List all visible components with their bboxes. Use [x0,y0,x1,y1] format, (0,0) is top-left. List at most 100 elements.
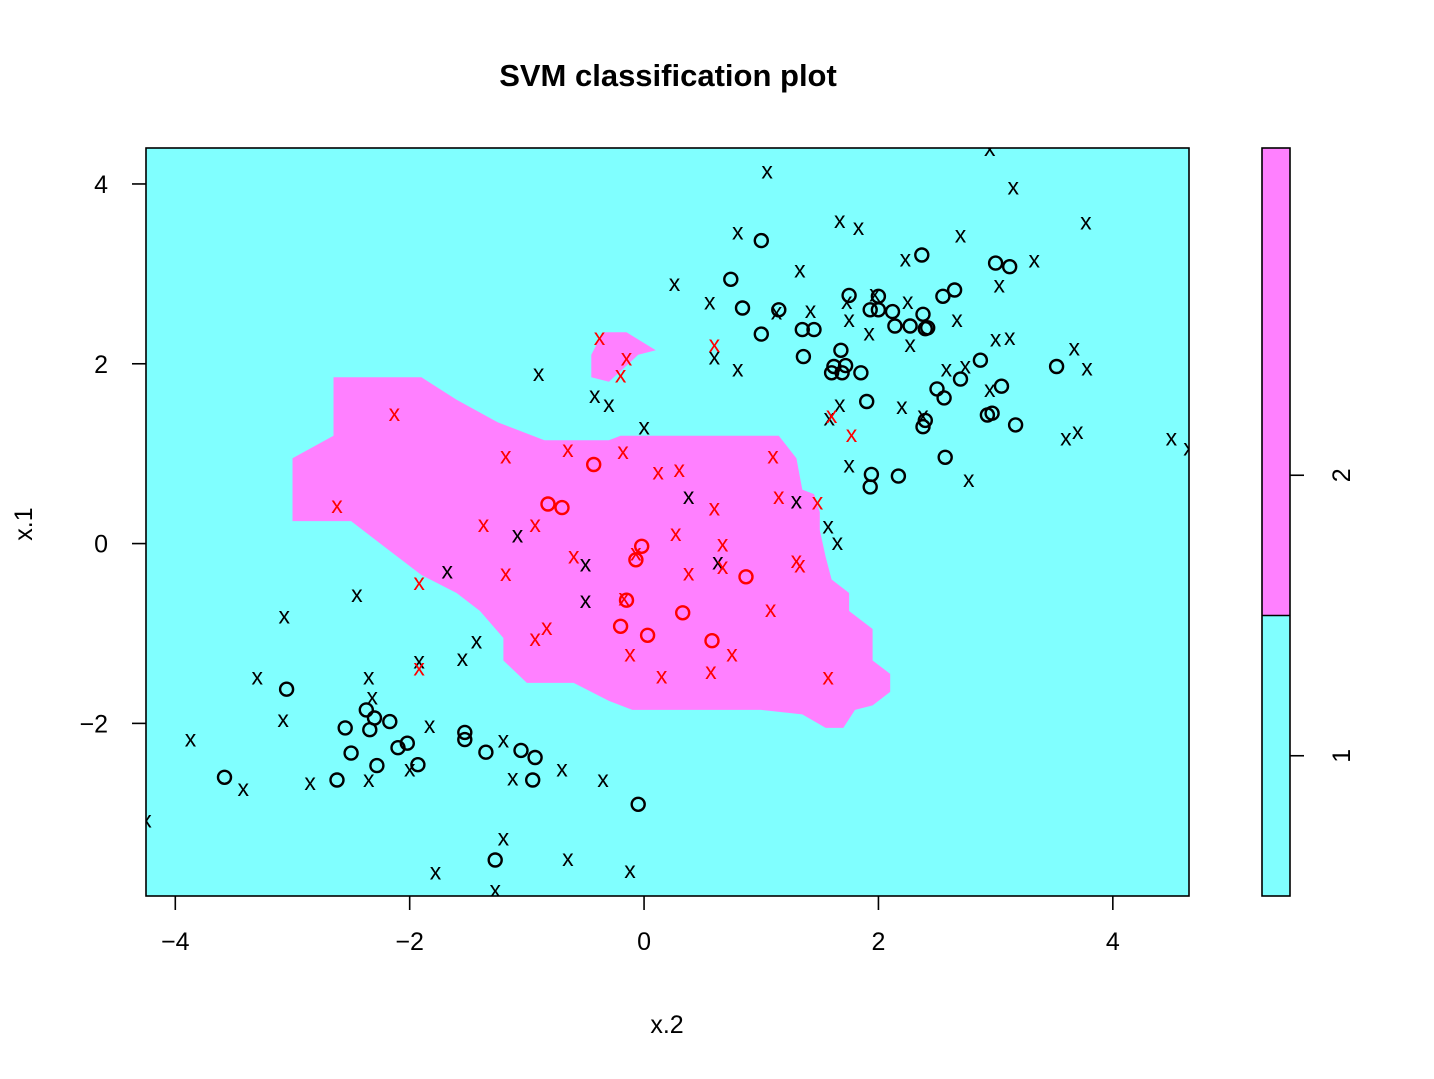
point-x-class-1: x [683,483,695,509]
point-o-class-1 [946,282,963,298]
point-x-class-1: x [589,382,601,408]
point-x-class-1: x [902,288,914,314]
region-class-2 [292,377,891,728]
point-o-class-1 [862,302,878,318]
point-o-class-1 [525,772,541,788]
point-o-class-2 [675,605,691,621]
point-x-class-1: x [1166,425,1178,451]
point-x-class-1: x [441,558,453,584]
point-o-class-1 [887,318,903,334]
point-o-class-2 [639,627,656,643]
x-tick-label: 2 [871,928,885,956]
point-o-class-1 [794,321,810,338]
point-x-class-1: x [489,877,501,903]
point-x-class-2: x [413,655,425,681]
point-x-class-1: x [252,664,264,690]
point-x-class-2: x [709,331,721,357]
point-x-class-1: x [1029,247,1041,273]
point-o-class-1 [329,772,345,788]
point-o-class-1 [337,720,353,736]
point-x-class-2: x [717,531,729,557]
point-o-class-1 [478,744,494,760]
point-x-class-1: x [834,391,846,417]
point-x-class-1: x [533,360,545,386]
chart-title: SVM classification plot [499,58,837,93]
point-x-class-1: x [363,664,375,690]
point-o-class-1 [399,735,415,751]
x-axis-title: x.2 [650,1011,683,1039]
point-o-class-1 [870,302,887,318]
point-o-class-1 [853,365,869,381]
y-tick-label: −2 [79,710,108,738]
point-o-class-1 [915,306,931,322]
point-o-class-1 [917,321,933,337]
point-o-class-1 [513,742,529,759]
point-x-class-2: x [846,421,858,447]
point-o-class-1 [935,288,951,304]
point-x-class-1: x [351,581,363,607]
point-x-class-1: x [832,529,844,555]
point-x-class-1: x [185,726,197,752]
point-x-class-1: x [963,466,975,492]
point-o-class-2 [628,552,644,568]
point-x-class-1: x [1004,324,1016,350]
point-o-class-1 [833,342,849,358]
point-x-class-1: x [424,712,436,738]
point-x-class-2: x [673,456,685,482]
point-o-class-1 [216,769,233,785]
point-x-class-2: x [705,658,717,684]
color-key-legend: 12 [1261,147,1356,897]
point-o-class-2 [554,499,570,516]
point-o-class-1 [795,348,812,365]
point-o-class-1 [806,321,822,338]
point-x-class-1: x [507,764,519,790]
point-x-class-1: x [1007,174,1019,200]
point-x-class-1: x [993,272,1005,298]
legend-swatch-2 [1262,148,1290,616]
x-tick-label: 0 [637,928,651,956]
point-x-class-1: x [955,221,967,247]
x-tick-label: 4 [1106,928,1120,956]
point-o-class-2 [586,456,602,473]
point-x-class-2: x [500,560,512,586]
point-o-class-2 [540,496,556,512]
point-x-class-2: x [594,324,606,350]
point-x-class-2: x [826,402,838,428]
point-x-class-2: x [812,488,824,514]
point-x-class-2: x [765,596,777,622]
point-x-class-1: x [834,207,846,233]
point-o-class-2 [612,618,629,634]
point-o-class-1 [1048,358,1065,375]
point-x-class-1: x [709,344,721,370]
point-o-class-1 [993,378,1010,394]
point-o-class-1 [723,271,739,287]
point-x-class-1: x [704,289,716,315]
point-x-class-2: x [617,438,629,464]
y-axis-title: x.1 [10,507,38,540]
point-x-class-2: x [717,553,729,579]
legend-frame [1261,147,1291,897]
point-x-class-2: x [683,559,695,585]
point-x-class-1: x [990,326,1002,352]
point-x-class-2: x [624,640,636,666]
point-x-class-2: x [670,520,682,546]
point-o-class-1 [734,300,751,316]
point-o-class-1 [487,852,503,868]
point-o-class-1 [753,326,769,342]
point-o-class-1 [1007,417,1024,433]
point-x-class-1: x [603,391,615,417]
point-o-class-1 [915,419,931,435]
point-o-class-2 [738,569,754,585]
point-o-class-1 [390,740,406,756]
point-x-class-1: x [277,706,289,732]
point-o-class-1 [771,302,787,318]
point-x-class-1: x [562,845,574,871]
point-x-class-2: x [621,345,633,371]
point-x-class-1: x [712,549,724,575]
point-x-class-2: x [773,483,785,509]
point-o-class-1 [358,702,374,718]
point-x-class-1: x [471,628,483,654]
point-x-class-2: x [794,551,806,577]
